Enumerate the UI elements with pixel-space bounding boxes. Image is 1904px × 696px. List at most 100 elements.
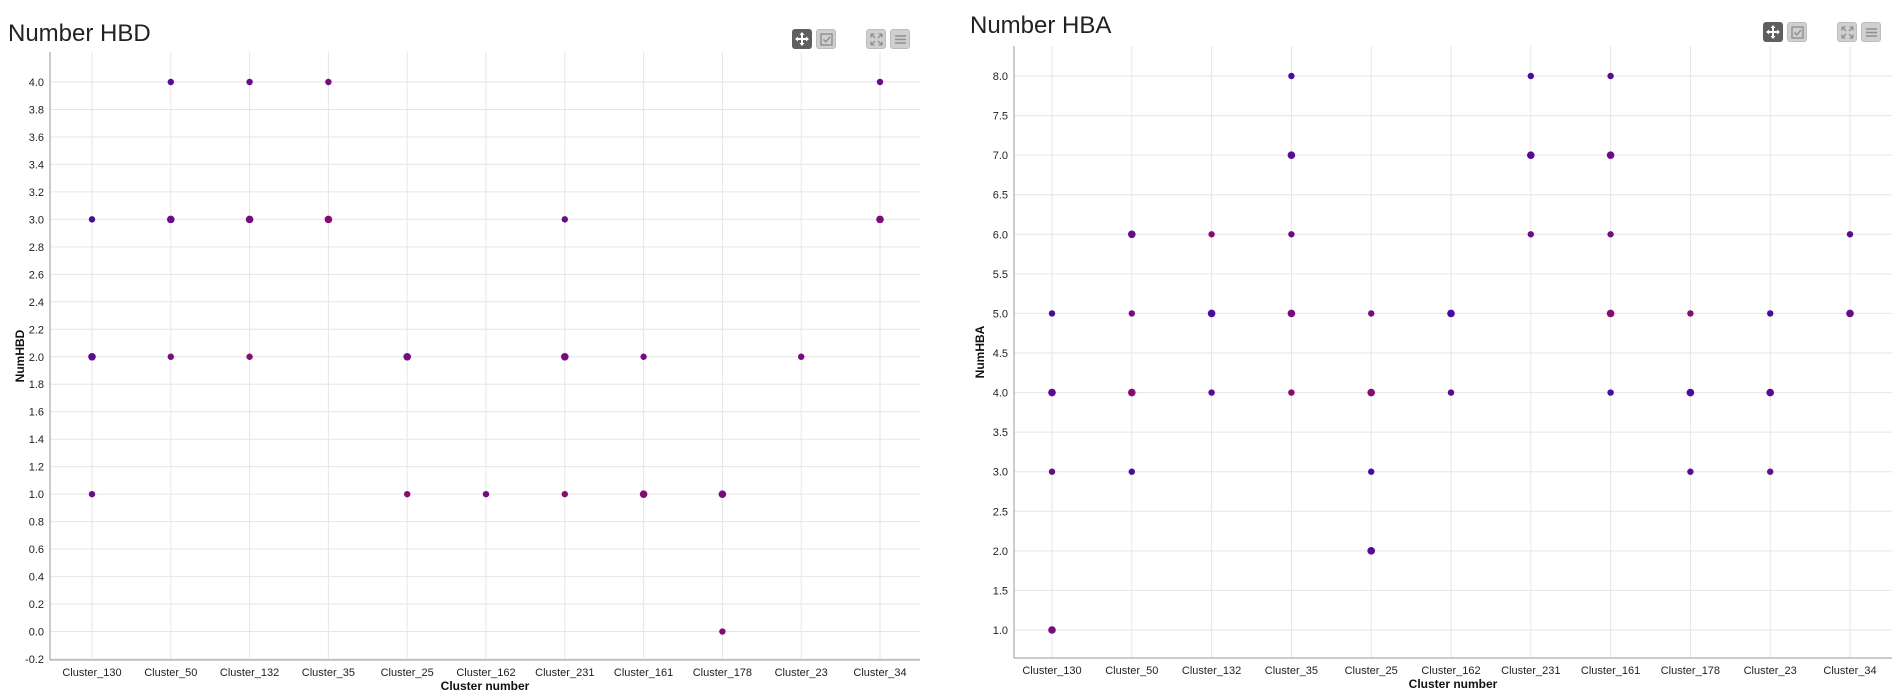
data-point[interactable] — [1766, 388, 1774, 397]
y-tick-label: 1.2 — [29, 462, 44, 474]
x-tick-label: Cluster_25 — [381, 667, 434, 679]
data-point[interactable] — [245, 215, 254, 224]
data-point[interactable] — [561, 490, 568, 498]
expand-icon[interactable] — [1837, 22, 1857, 42]
data-point[interactable] — [1527, 151, 1535, 159]
data-point[interactable] — [1128, 388, 1136, 397]
data-point[interactable] — [1607, 231, 1614, 238]
data-point[interactable] — [1128, 468, 1135, 475]
data-point[interactable] — [88, 490, 96, 498]
data-point[interactable] — [876, 215, 884, 224]
data-point[interactable] — [1606, 309, 1615, 318]
data-point[interactable] — [1208, 231, 1215, 238]
data-point[interactable] — [325, 78, 332, 86]
x-tick-label: Cluster_23 — [775, 667, 828, 679]
y-tick-label: 1.0 — [993, 625, 1008, 637]
data-point[interactable] — [404, 490, 411, 498]
data-point[interactable] — [88, 352, 96, 361]
data-point[interactable] — [246, 78, 253, 86]
data-point[interactable] — [1048, 626, 1056, 634]
y-tick-label: 3.2 — [29, 187, 44, 199]
menu-icon[interactable] — [1861, 22, 1881, 42]
data-point[interactable] — [876, 78, 884, 86]
data-point[interactable] — [1368, 310, 1375, 317]
data-point[interactable] — [1048, 310, 1056, 317]
x-tick-label: Cluster_130 — [1022, 665, 1081, 677]
y-tick-label: 1.0 — [29, 489, 44, 501]
data-point[interactable] — [1367, 388, 1375, 397]
x-tick-label: Cluster_34 — [853, 667, 906, 679]
data-point[interactable] — [1367, 547, 1375, 555]
data-point[interactable] — [88, 216, 96, 223]
y-tick-label: 0.6 — [29, 544, 44, 556]
x-tick-label: Cluster_130 — [62, 667, 121, 679]
data-point[interactable] — [1207, 309, 1216, 318]
data-point[interactable] — [639, 490, 648, 498]
data-point[interactable] — [1606, 151, 1615, 159]
data-point[interactable] — [561, 352, 569, 361]
y-axis-title: NumHBA — [973, 325, 987, 378]
data-point[interactable] — [246, 353, 253, 360]
data-point[interactable] — [1607, 389, 1614, 396]
data-point[interactable] — [1846, 309, 1854, 318]
data-point[interactable] — [1767, 310, 1774, 317]
y-tick-label: 7.0 — [993, 150, 1008, 162]
y-tick-label: 2.2 — [29, 324, 44, 336]
y-tick-label: 0.2 — [29, 599, 44, 611]
menu-icon[interactable] — [890, 29, 910, 49]
data-point[interactable] — [1287, 151, 1296, 159]
data-point[interactable] — [1447, 309, 1455, 318]
data-point[interactable] — [167, 215, 175, 224]
move-icon[interactable] — [792, 29, 812, 49]
data-point[interactable] — [403, 352, 412, 361]
chart-panel-hbd: Number HBD -0.2 0.0 0.2 0.4 0.6 0.8 1.0 1.2 1.4 1… — [0, 0, 940, 696]
y-tick-label: 0.8 — [29, 517, 44, 529]
data-point[interactable] — [640, 353, 647, 360]
data-point[interactable] — [1686, 388, 1695, 397]
data-point[interactable] — [324, 215, 333, 224]
y-tick-label: -0.2 — [25, 654, 44, 666]
data-point[interactable] — [1288, 72, 1295, 80]
data-point[interactable] — [1128, 230, 1136, 239]
data-point[interactable] — [1447, 389, 1455, 396]
data-point[interactable] — [1846, 231, 1854, 238]
data-point[interactable] — [719, 628, 726, 635]
y-tick-label: 3.0 — [993, 467, 1008, 479]
y-tick-label: 2.0 — [993, 546, 1008, 558]
select-icon[interactable] — [1787, 22, 1807, 42]
data-point[interactable] — [482, 490, 490, 498]
data-point[interactable] — [1687, 468, 1694, 475]
y-tick-label: 0.0 — [29, 627, 44, 639]
expand-icon[interactable] — [866, 29, 886, 49]
x-axis-title: Cluster number — [1409, 677, 1498, 691]
data-point[interactable] — [1368, 468, 1375, 475]
data-point[interactable] — [1288, 231, 1295, 238]
y-tick-label: 3.0 — [29, 214, 44, 226]
select-icon[interactable] — [816, 29, 836, 49]
data-point[interactable] — [1208, 389, 1215, 396]
data-point[interactable] — [167, 78, 174, 86]
data-point[interactable] — [1048, 468, 1056, 475]
data-point[interactable] — [1287, 309, 1296, 318]
scatter-plot-hba[interactable]: 1.0 1.5 2.0 2.5 3.0 3.5 4.0 4.5 5.0 5.5 6.0 6.5 7.0 7… — [962, 0, 1904, 696]
data-point[interactable] — [798, 353, 805, 360]
chart-panel-hba: Number HBA 1.0 1.5 2.0 2.5 3.0 3.5 4.0 4.5 5.0 5.… — [962, 0, 1904, 696]
data-point[interactable] — [1048, 388, 1056, 397]
y-tick-label: 6.0 — [993, 229, 1008, 241]
x-tick-label: Cluster_50 — [1105, 665, 1158, 677]
x-tick-label: Cluster_23 — [1744, 665, 1797, 677]
y-tick-label: 5.0 — [993, 308, 1008, 320]
scatter-plot-hbd[interactable]: -0.2 0.0 0.2 0.4 0.6 0.8 1.0 1.2 1.4 1.6 1.8 2.0 2.2… — [0, 0, 940, 696]
move-icon[interactable] — [1763, 22, 1783, 42]
y-tick-label: 2.6 — [29, 269, 44, 281]
data-point[interactable] — [1288, 389, 1295, 396]
data-point[interactable] — [1767, 468, 1774, 475]
data-point[interactable] — [561, 216, 568, 223]
data-point[interactable] — [1527, 72, 1534, 80]
data-point[interactable] — [718, 490, 727, 498]
data-point[interactable] — [1607, 72, 1614, 80]
data-point[interactable] — [1687, 310, 1694, 317]
data-point[interactable] — [1128, 310, 1135, 317]
data-point[interactable] — [1527, 231, 1534, 238]
data-point[interactable] — [167, 353, 174, 360]
